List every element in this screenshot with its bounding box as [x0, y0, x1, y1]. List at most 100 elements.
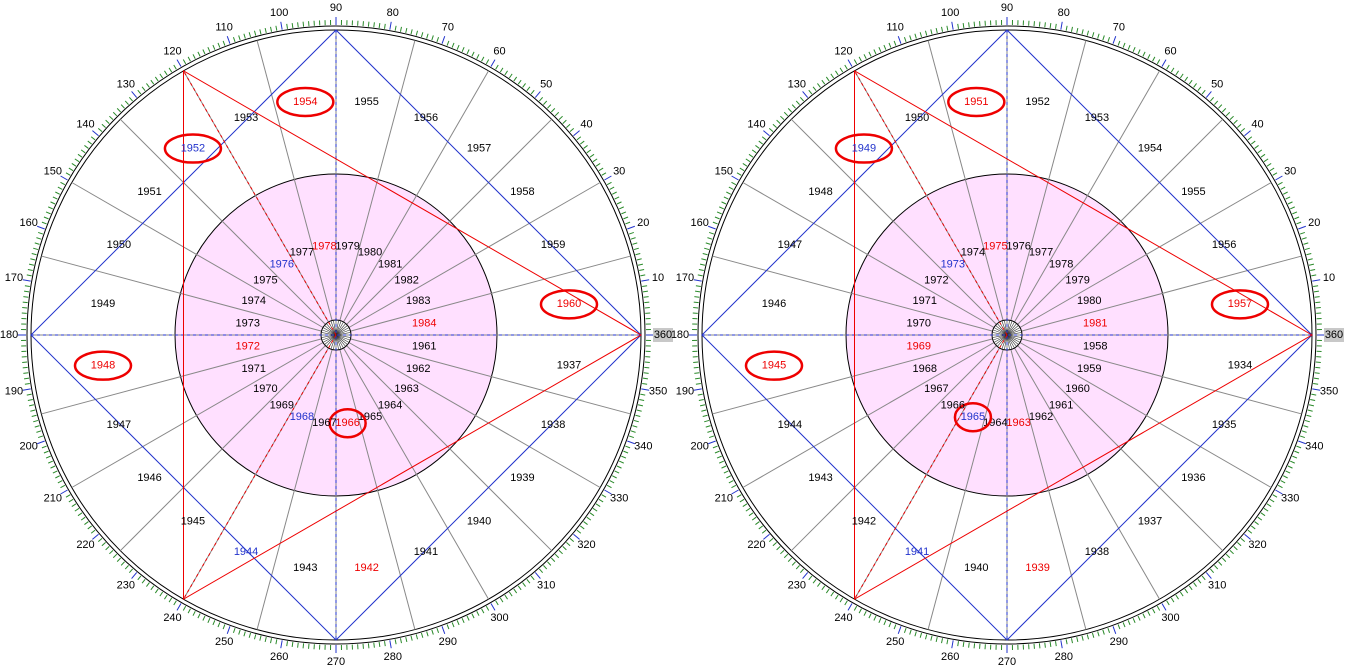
degree-label: 280 [384, 651, 402, 663]
degree-tick [37, 435, 44, 439]
degree-tick [1310, 269, 1316, 272]
degree-tick [554, 553, 560, 559]
degree-tick [1091, 32, 1095, 38]
degree-tick [1107, 36, 1111, 43]
degree-tick [399, 26, 402, 32]
year-label: 1966 [335, 417, 359, 429]
degree-tick [264, 27, 267, 34]
degree-tick [513, 588, 518, 594]
degree-tick [1307, 409, 1313, 412]
degree-tick [543, 565, 548, 570]
degree-tick [1313, 290, 1320, 293]
degree-tick [883, 44, 887, 50]
degree-tick [914, 33, 917, 39]
degree-tick [530, 575, 535, 581]
degree-tick [614, 470, 620, 474]
hub-spoke [992, 329, 1008, 336]
degree-label: 250 [886, 636, 904, 648]
degree-tick [461, 47, 465, 53]
degree-tick [573, 533, 580, 540]
degree-tick [621, 455, 627, 459]
year-label: 1983 [406, 295, 430, 307]
spoke [348, 342, 601, 488]
degree-tick [627, 440, 635, 445]
degree-label: 320 [1248, 539, 1266, 551]
degree-tick [1294, 216, 1300, 220]
degree-tick [919, 32, 923, 38]
year-label: 1963 [394, 383, 418, 395]
year-label: 1937 [1138, 515, 1162, 527]
year-label: 1976 [1006, 241, 1030, 253]
degree-tick [748, 153, 754, 158]
degree-label: 250 [215, 636, 233, 648]
degree-tick [80, 516, 86, 521]
degree-tick [562, 119, 567, 124]
spoke [346, 345, 553, 552]
degree-label: 270 [998, 656, 1016, 666]
degree-tick [105, 119, 110, 124]
year-label: 1945 [762, 360, 786, 372]
degree-tick [232, 627, 236, 634]
degree-label: 270 [327, 656, 345, 666]
degree-tick [1313, 285, 1319, 287]
degree-tick [466, 49, 470, 55]
degree-tick [1312, 279, 1321, 282]
degree-tick [217, 622, 221, 628]
degree-tick [547, 104, 552, 109]
degree-tick [550, 557, 556, 562]
degree-label: 80 [387, 7, 399, 19]
year-label: 1969 [907, 341, 931, 353]
hub-spoke [324, 325, 337, 336]
degree-tick [60, 181, 66, 186]
triangle-radius [183, 334, 337, 600]
spoke [712, 338, 993, 415]
degree-tick [226, 36, 231, 44]
degree-tick [1117, 40, 1121, 46]
degree-tick [825, 588, 830, 594]
degree-tick [714, 216, 720, 220]
degree-tick [1205, 91, 1212, 98]
degree-tick [1225, 111, 1231, 117]
degree-tick [441, 36, 446, 44]
degree-tick [431, 629, 434, 635]
spoke [790, 345, 997, 552]
spoke [854, 70, 1000, 323]
degree-tick [731, 489, 739, 495]
hub-spoke [1006, 334, 1013, 350]
year-label: 1966 [941, 400, 965, 412]
degree-tick [858, 608, 862, 614]
degree-tick [1122, 622, 1126, 628]
degree-tick [202, 615, 206, 621]
hub-spoke [1006, 327, 1021, 336]
degree-tick [508, 591, 513, 597]
degree-tick [1306, 414, 1312, 418]
spoke [119, 118, 326, 325]
degree-tick [853, 605, 858, 611]
degree-tick [598, 167, 604, 172]
degree-tick [1225, 553, 1231, 559]
degree-tick [573, 130, 580, 137]
degree-tick [1097, 631, 1100, 637]
year-label: 1945 [181, 515, 205, 527]
degree-tick [616, 465, 622, 469]
degree-tick [1254, 145, 1259, 149]
spoke [343, 70, 489, 323]
degree-tick [1292, 455, 1298, 459]
degree-tick [1175, 594, 1179, 600]
degree-tick [888, 622, 892, 628]
year-label: 1968 [913, 363, 937, 375]
degree-tick [914, 631, 917, 637]
degree-tick [182, 59, 187, 65]
degree-tick [74, 507, 80, 512]
degree-tick [87, 140, 93, 145]
degree-tick [704, 247, 710, 251]
degree-tick [721, 465, 727, 469]
degree-tick [693, 366, 699, 369]
degree-tick [844, 64, 848, 70]
degree-tick [1304, 247, 1310, 251]
degree-tick [628, 435, 635, 439]
degree-tick [207, 47, 211, 53]
degree-tick [641, 279, 650, 282]
degree-tick [50, 201, 56, 205]
degree-tick [57, 480, 63, 484]
